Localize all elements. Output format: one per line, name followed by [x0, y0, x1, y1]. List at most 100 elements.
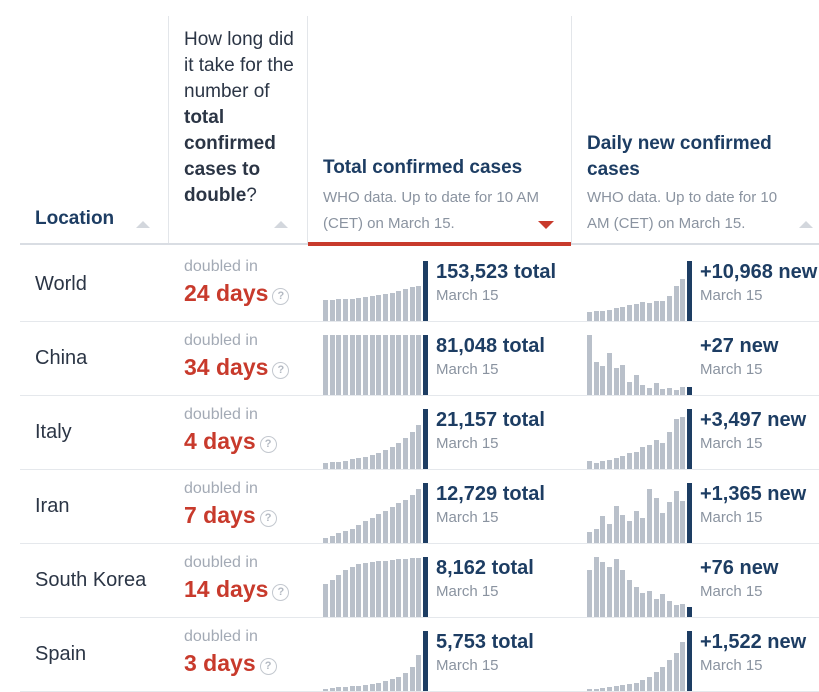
spark-bar: [620, 570, 626, 617]
spark-bar: [343, 299, 348, 321]
spark-bar: [409, 431, 415, 469]
spark-bar: [673, 652, 679, 691]
total-sparkline: [323, 631, 429, 691]
spark-bar: [396, 503, 402, 543]
new-header-title: Daily new confirmed cases: [587, 133, 772, 180]
spark-bar: [369, 517, 375, 543]
spark-bar: [376, 682, 382, 691]
spark-bar: [356, 685, 362, 691]
spark-bar: [336, 687, 342, 691]
help-icon[interactable]: ?: [272, 584, 290, 601]
spark-bar: [323, 584, 328, 617]
spark-bar: [633, 510, 639, 543]
spark-bar: [383, 681, 389, 691]
spark-bar: [627, 381, 633, 395]
spark-bar: [647, 303, 653, 321]
spark-bar-latest: [687, 631, 693, 691]
doubled-value-wrap: 34 days?: [184, 351, 290, 383]
spark-bar: [647, 445, 653, 469]
spark-bar: [356, 525, 362, 543]
spark-bar: [593, 688, 599, 691]
help-icon[interactable]: ?: [272, 362, 290, 379]
spark-bar: [647, 387, 653, 395]
row-doubling: doubled in 24 days?: [184, 257, 290, 309]
spark-bar: [600, 688, 606, 691]
spark-bar: [363, 521, 369, 543]
total-header-title: Total confirmed cases: [323, 157, 523, 178]
table-row[interactable]: Spain doubled in 3 days? 5,753 total Mar…: [20, 617, 819, 692]
column-divider: [307, 16, 308, 244]
total-header-subtitle: WHO data. Up to date for 10 AM (CET) on …: [323, 189, 539, 232]
spark-bar: [640, 447, 646, 469]
total-sparkline: [323, 261, 429, 321]
spark-bar: [673, 491, 679, 543]
spark-bar: [607, 566, 612, 617]
spark-bar: [336, 575, 342, 617]
doubling-header-pre: How long did it take for the number of: [184, 29, 294, 102]
spark-bar: [647, 676, 653, 691]
table-row[interactable]: South Korea doubled in 14 days? 8,162 to…: [20, 543, 819, 618]
spark-bar: [620, 365, 626, 395]
spark-bar: [409, 335, 415, 395]
spark-bar: [640, 517, 646, 543]
spark-bar: [593, 362, 599, 395]
sort-icon[interactable]: [136, 221, 150, 228]
row-doubling: doubled in 7 days?: [184, 479, 277, 531]
spark-bar-latest: [687, 261, 693, 321]
total-date: March 15: [436, 435, 499, 452]
doubled-value: 3 days: [184, 650, 256, 676]
spark-bar: [376, 561, 382, 617]
row-location: South Korea: [35, 569, 147, 591]
spark-bar: [403, 437, 409, 469]
table-row[interactable]: Iran doubled in 7 days? 12,729 total Mar…: [20, 469, 819, 544]
spark-bar: [349, 459, 355, 469]
column-header-new[interactable]: Daily new confirmed cases WHO data. Up t…: [587, 0, 819, 246]
spark-bar: [329, 300, 335, 321]
spark-bar: [653, 440, 659, 469]
spark-bar: [409, 558, 415, 617]
column-header-doubling[interactable]: How long did it take for the number of t…: [184, 0, 299, 246]
column-header-total[interactable]: Total confirmed cases WHO data. Up to da…: [323, 0, 568, 246]
spark-bar: [336, 299, 342, 321]
help-icon[interactable]: ?: [272, 288, 290, 305]
new-sparkline: [587, 335, 693, 395]
spark-bar: [613, 686, 619, 691]
total-date: March 15: [436, 509, 499, 526]
spark-bar: [389, 335, 395, 395]
sort-desc-icon[interactable]: [538, 221, 554, 229]
new-sparkline: [587, 631, 693, 691]
total-value: 5,753 total: [436, 631, 534, 653]
help-icon[interactable]: ?: [259, 436, 277, 453]
sort-icon[interactable]: [274, 221, 288, 228]
spark-bar: [653, 498, 659, 543]
table-row[interactable]: Italy doubled in 4 days? 21,157 total Ma…: [20, 395, 819, 470]
spark-bar: [633, 304, 639, 321]
new-date: March 15: [700, 287, 763, 304]
sort-icon[interactable]: [799, 221, 813, 228]
spark-bar: [363, 457, 369, 469]
table-row[interactable]: China doubled in 34 days? 81,048 total M…: [20, 321, 819, 396]
spark-bar: [349, 566, 355, 617]
spark-bar-latest: [687, 386, 693, 395]
spark-bar: [389, 560, 395, 617]
spark-bar: [673, 390, 679, 395]
spark-bar: [607, 523, 612, 543]
spark-bar: [673, 418, 679, 469]
spark-bar: [416, 557, 422, 617]
new-sparkline: [587, 483, 693, 543]
column-header-location[interactable]: Location: [35, 0, 165, 246]
doubled-value: 4 days: [184, 428, 256, 454]
new-date: March 15: [700, 361, 763, 378]
spark-bar: [627, 305, 633, 321]
help-icon[interactable]: ?: [259, 510, 277, 527]
spark-bar: [653, 383, 659, 395]
spark-bar: [587, 460, 592, 469]
total-sparkline: [323, 335, 429, 395]
spark-bar: [640, 302, 646, 321]
table-row[interactable]: World doubled in 24 days? 153,523 total …: [20, 247, 819, 322]
spark-bar: [403, 673, 409, 691]
spark-bar: [680, 603, 686, 617]
help-icon[interactable]: ?: [259, 658, 277, 675]
spark-bar: [600, 366, 606, 395]
spark-bar: [633, 452, 639, 469]
